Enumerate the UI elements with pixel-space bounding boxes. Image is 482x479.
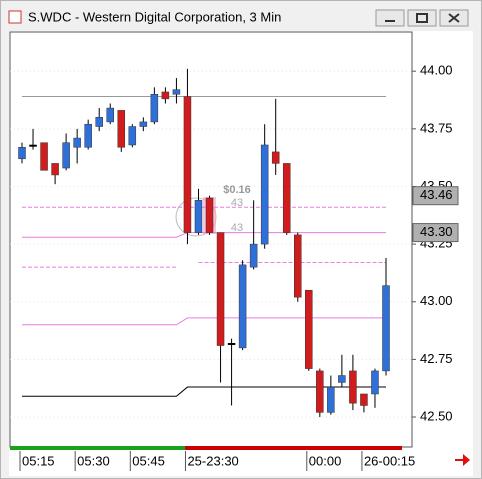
candle-body xyxy=(249,243,258,268)
candle-body xyxy=(150,94,159,123)
session-bar xyxy=(185,446,402,450)
app-icon xyxy=(8,10,22,24)
x-tick-label: 25-23:30 xyxy=(187,453,238,468)
candle-body xyxy=(238,264,247,349)
x-tick-label: 05:15 xyxy=(22,453,55,468)
candle-body xyxy=(216,232,225,346)
candle-body xyxy=(18,147,26,160)
restore-button[interactable] xyxy=(407,9,437,27)
restore-icon xyxy=(416,13,428,23)
price-tag-label: 43.30 xyxy=(420,224,453,239)
candle-body xyxy=(194,200,203,233)
annotation: $0.16 xyxy=(223,184,251,196)
candle-body xyxy=(128,126,137,146)
level-line xyxy=(22,232,386,238)
candle-body xyxy=(161,91,170,100)
candle-body xyxy=(73,137,81,148)
candle-body xyxy=(40,142,48,171)
candle-body xyxy=(349,370,357,404)
candle-body xyxy=(62,142,70,169)
candle-body xyxy=(95,117,103,127)
price-tag-label: 43.46 xyxy=(420,187,453,202)
candle-body xyxy=(84,123,92,148)
candle-body xyxy=(316,370,324,413)
candle-body xyxy=(139,121,148,127)
candle-body xyxy=(360,393,368,406)
y-tick-label: 44.00 xyxy=(420,63,453,78)
candle-body xyxy=(205,197,214,233)
candle-body xyxy=(271,151,280,164)
candle-body xyxy=(327,386,335,413)
candle-body xyxy=(117,110,126,148)
y-tick-label: 43.00 xyxy=(420,293,453,308)
y-tick-label: 42.75 xyxy=(420,351,453,366)
candle-body xyxy=(294,234,302,298)
annotation: 43 xyxy=(231,197,243,209)
window-title: S.WDC - Western Digital Corporation, 3 M… xyxy=(28,9,281,24)
annotation: 43 xyxy=(231,222,243,234)
x-tick-label: 26-00:15 xyxy=(364,453,415,468)
minimize-button[interactable] xyxy=(375,9,405,27)
close-icon xyxy=(448,13,460,23)
candle-body xyxy=(371,370,379,395)
level-line xyxy=(22,317,386,326)
candle-body xyxy=(282,163,291,233)
level-line xyxy=(22,386,386,397)
window-buttons[interactable] xyxy=(375,9,469,27)
scroll-arrow[interactable] xyxy=(455,454,470,466)
candle-body xyxy=(172,89,181,95)
price-tag xyxy=(412,186,459,206)
candle-body xyxy=(382,285,390,372)
x-tick-label: 05:45 xyxy=(132,453,165,468)
candle-body xyxy=(183,96,192,233)
candle-body xyxy=(106,107,114,123)
candle-body xyxy=(260,144,269,245)
candle-body xyxy=(305,289,313,369)
x-tick-label: 00:00 xyxy=(309,453,342,468)
x-tick-label: 05:30 xyxy=(77,453,110,468)
candle-body xyxy=(51,163,59,176)
price-tag xyxy=(412,223,459,243)
session-bar xyxy=(10,446,185,450)
candle-body xyxy=(29,144,37,147)
y-tick-label: 43.75 xyxy=(420,120,453,135)
candle-body xyxy=(227,343,236,345)
candle-body xyxy=(338,375,346,383)
y-tick-label: 42.50 xyxy=(420,408,453,423)
